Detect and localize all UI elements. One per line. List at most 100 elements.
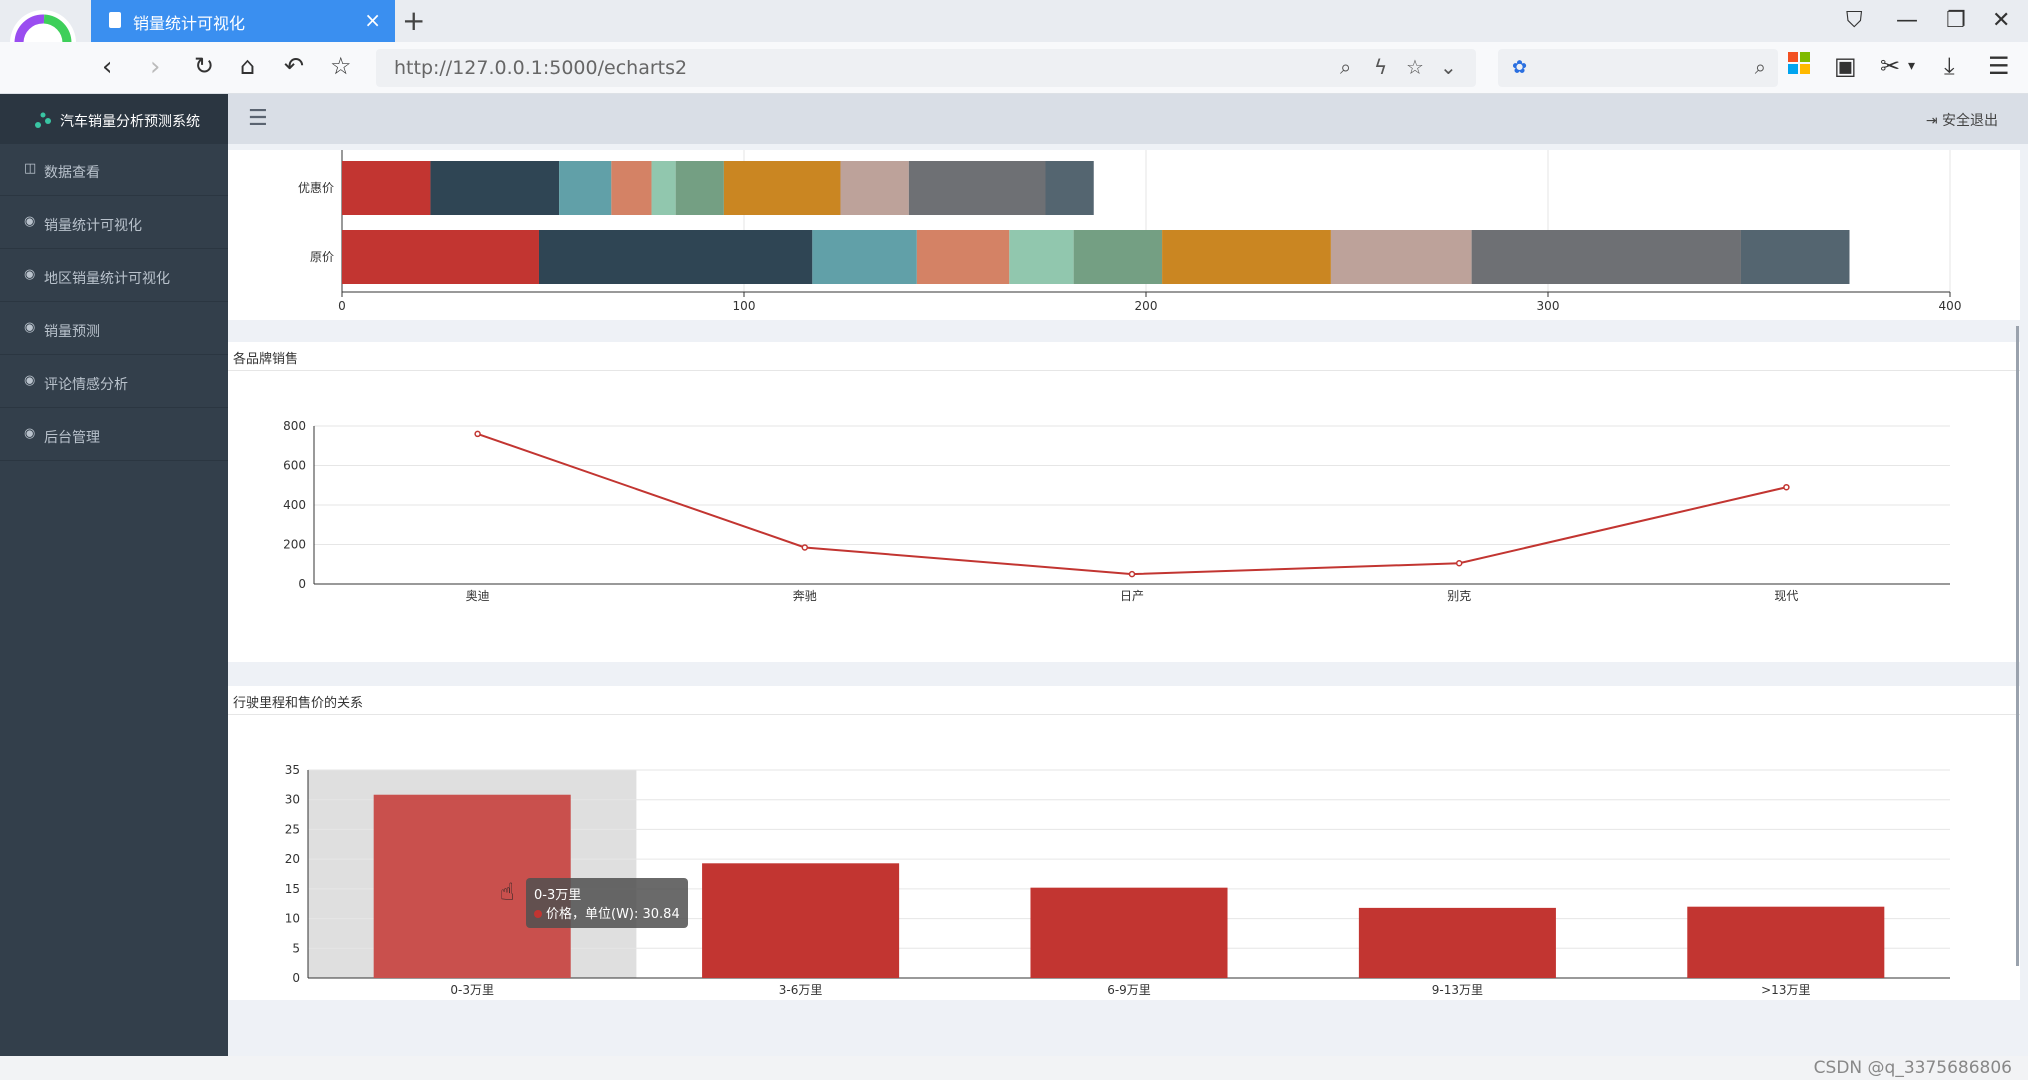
restore-icon[interactable]: ❐ (1946, 8, 1966, 33)
skin-icon[interactable]: ⛉ (1846, 8, 1863, 33)
stacked-bar-segment (651, 161, 676, 215)
x-tick-label: 日产 (1120, 589, 1144, 603)
brand-sales-line-chart: 0 200 400 600 800 奥迪 奔驰 日产 别克 现代 (283, 419, 1950, 603)
sidebar-item-label: 地区销量统计可视化 (44, 271, 170, 287)
price-stacked-bar-chart: 0 100 200 300 400 原价 优惠价 (298, 150, 1962, 313)
lightning-icon[interactable]: ϟ (1374, 55, 1388, 79)
search-input[interactable]: ✿ ⌕ (1498, 49, 1778, 87)
dashboard-icon: ◉ (24, 426, 36, 441)
stacked-bar-segment (1471, 230, 1741, 284)
y-tick-label: 200 (283, 538, 306, 552)
stacked-bar-segment (1162, 230, 1331, 284)
sidebar-item-admin[interactable]: ◉ 后台管理 (0, 409, 228, 461)
search-icon[interactable]: ⌕ (1754, 55, 1766, 79)
forward-icon[interactable]: › (150, 52, 161, 82)
browser-statusbar: CSDN @q_3375686806 (0, 1056, 2028, 1080)
hand-cursor-icon: ☝ (500, 878, 515, 906)
data-point (801, 544, 809, 551)
apps-grid-icon[interactable] (1788, 52, 1810, 80)
chevron-down-icon[interactable]: ⌄ (1440, 55, 1457, 79)
logout-button[interactable]: ⇥ 安全退出 (1926, 110, 1998, 130)
data-point (1455, 560, 1463, 567)
y-tick-label: 20 (285, 852, 300, 866)
sidebar-item-sales-visualization[interactable]: ◉ 销量统计可视化 (0, 197, 228, 249)
bookmark-star-icon[interactable]: ☆ (330, 52, 352, 80)
minimize-icon[interactable]: — (1896, 8, 1918, 33)
menu-icon[interactable]: ☰ (1988, 52, 2010, 80)
x-tick-label: 0-3万里 (450, 983, 494, 997)
sidebar-item-label: 数据查看 (44, 165, 100, 181)
app-topbar: ☰ ⇥ 安全退出 (228, 94, 2028, 144)
y-category-label: 优惠价 (298, 181, 334, 195)
zoom-icon[interactable]: ⌕ (1340, 55, 1352, 79)
watermark: CSDN @q_3375686806 (1813, 1058, 2012, 1078)
table-icon: ◫ (24, 161, 37, 176)
chart-tooltip: 0-3万里 价格，单位(W): 30.84 (526, 878, 688, 928)
y-tick-label: 10 (285, 912, 300, 926)
series-line (477, 432, 1787, 576)
window-close-icon[interactable]: ✕ (1992, 8, 2011, 33)
x-tick-label: 400 (1939, 299, 1962, 313)
stacked-bar-segment (1009, 230, 1074, 284)
sidebar-item-label: 后台管理 (44, 430, 100, 446)
download-icon[interactable]: ⤓ (1944, 52, 1955, 80)
stacked-bar-segment (675, 161, 724, 215)
brand[interactable]: 汽车销量分析预测系统 (0, 94, 228, 144)
tab-title: 销量统计可视化 (133, 14, 246, 33)
dashboard-icon: ◉ (24, 267, 36, 282)
y-tick-label: 600 (283, 459, 306, 473)
tooltip-value: 价格，单位(W): 30.84 (534, 903, 680, 922)
x-tick-label: >13万里 (1761, 983, 1810, 997)
baidu-paw-icon: ✿ (1512, 57, 1528, 78)
sidebar-item-region-visualization[interactable]: ◉ 地区销量统计可视化 (0, 250, 228, 302)
mileage-price-bar-chart: 0 5 10 15 20 25 30 35 0-3万里 3-6万里 6-9万里 9-13万里 >13万里 (285, 763, 1950, 997)
sidebar-item-sales-forecast[interactable]: ◉ 销量预测 (0, 303, 228, 355)
sidebar-item-label: 评论情感分析 (44, 377, 128, 393)
data-point (1128, 570, 1136, 578)
page-scrollbar[interactable] (2016, 326, 2019, 966)
scissors-icon[interactable]: ✂ (1880, 52, 1901, 80)
address-bar[interactable]: http://127.0.0.1:5000/echarts2 ⌕ ϟ ☆ ⌄ (376, 49, 1476, 87)
stacked-bar-segment (559, 161, 612, 215)
stacked-bar-segment (908, 161, 1046, 215)
y-tick-label: 35 (285, 763, 300, 777)
bar (1358, 907, 1556, 978)
sidebar-item-sentiment-analysis[interactable]: ◉ 评论情感分析 (0, 356, 228, 408)
stacked-bar-segment (611, 161, 652, 215)
tooltip-series-label: 价格，单位(W): 30.84 (546, 907, 680, 922)
scissors-dropdown-icon[interactable]: ▾ (1908, 58, 1916, 74)
hamburger-icon[interactable]: ☰ (248, 106, 268, 131)
data-point (1783, 483, 1790, 491)
stacked-bar-segment (1330, 230, 1472, 284)
stacked-bar-segment (538, 230, 813, 284)
stacked-bar-segment (430, 161, 560, 215)
bar (702, 863, 900, 978)
stacked-bar-segment (1073, 230, 1163, 284)
close-icon[interactable]: × (364, 8, 381, 32)
brand-sales-title: 各品牌销售 (233, 352, 299, 367)
reader-icon[interactable]: ▣ (1834, 52, 1857, 80)
x-tick-label: 200 (1135, 299, 1158, 313)
y-tick-label: 400 (283, 498, 306, 512)
x-tick-label: 0 (338, 299, 346, 313)
stacked-bar-segment (342, 161, 431, 215)
data-point (474, 430, 481, 438)
reload-icon[interactable]: ↻ (194, 52, 215, 80)
home-icon[interactable]: ⌂ (240, 52, 256, 80)
sidebar-item-data-view[interactable]: ◫ 数据查看 (0, 144, 228, 196)
mileage-price-title: 行驶里程和售价的关系 (233, 696, 364, 711)
browser-tab[interactable]: 销量统计可视化 × (91, 0, 395, 42)
panel-divider (228, 370, 2020, 371)
favorite-icon[interactable]: ☆ (1406, 55, 1424, 79)
x-tick-label: 300 (1537, 299, 1560, 313)
new-tab-button[interactable]: + (402, 4, 426, 37)
stacked-bar-segment (916, 230, 1010, 284)
undo-icon[interactable]: ↶ (284, 52, 305, 80)
brand-logo-icon (35, 112, 51, 128)
tooltip-category: 0-3万里 (534, 888, 582, 903)
stacked-bar-segment (342, 230, 539, 284)
document-icon (109, 12, 121, 28)
stacked-bar-segment (812, 230, 917, 284)
y-tick-label: 5 (292, 941, 300, 955)
back-icon[interactable]: ‹ (102, 52, 113, 82)
